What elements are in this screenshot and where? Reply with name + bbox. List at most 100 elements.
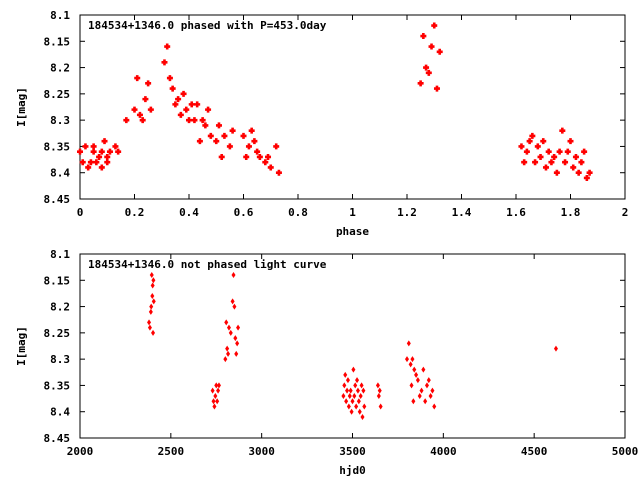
data-point [213, 138, 220, 145]
data-point [551, 153, 558, 160]
data-point [426, 377, 431, 384]
x-tick-label: 3500 [339, 445, 366, 458]
data-point [564, 148, 571, 155]
data-point [523, 148, 530, 155]
data-point [224, 319, 229, 326]
data-point [350, 398, 355, 405]
chart-title: 184534+1346.0 not phased light curve [88, 258, 327, 271]
data-point [562, 159, 569, 166]
data-point [115, 148, 122, 155]
data-point [355, 377, 360, 384]
data-point [375, 382, 380, 389]
data-point [136, 111, 143, 118]
data-point [229, 127, 236, 134]
data-point [151, 329, 156, 336]
data-point [139, 117, 146, 124]
phased-light-curve-chart: 0 0.2 0.4 0.6 0.8 1 1.2 1.4 1.6 1.8 2 8.1 8.15 8.2 8.2… [15, 9, 628, 238]
data-point [106, 148, 113, 155]
data-point [134, 75, 141, 82]
data-point [82, 143, 89, 150]
data-point [214, 382, 219, 389]
x-tick-label: 5000 [612, 445, 639, 458]
x-tick-label: 0.2 [125, 206, 145, 219]
data-point [578, 159, 585, 166]
y-tick-label: 8.1 [50, 9, 70, 22]
data-point [415, 377, 420, 384]
data-point [150, 282, 155, 289]
data-point [345, 387, 350, 394]
x-tick-label: 0.4 [179, 206, 199, 219]
data-point [104, 159, 111, 166]
data-point [90, 148, 97, 155]
data-point [570, 164, 577, 171]
x-tick-label: 3000 [248, 445, 275, 458]
data-point [586, 169, 593, 176]
data-point [169, 85, 176, 92]
data-point [183, 106, 190, 113]
data-point [85, 164, 92, 171]
data-point [424, 382, 429, 389]
data-point [215, 122, 222, 129]
y-tick-label: 8.2 [50, 62, 70, 75]
data-point [436, 48, 443, 55]
data-point [262, 159, 269, 166]
data-point [353, 382, 358, 389]
data-point [231, 272, 236, 279]
data-point [150, 293, 155, 300]
data-point [191, 117, 198, 124]
unphased-light-curve-chart: 2000 2500 3000 3500 4000 4500 5000 8.1 8.15 8.2 8.… [15, 248, 638, 477]
data-point [559, 127, 566, 134]
data-point [411, 398, 416, 405]
data-point [223, 356, 228, 363]
data-point [96, 153, 103, 160]
data-point [556, 148, 563, 155]
y-tick-label: 8.45 [44, 193, 71, 206]
data-point [236, 324, 241, 331]
data-point [151, 298, 156, 305]
data-point [142, 96, 149, 103]
data-point [164, 43, 171, 50]
data-point [213, 392, 218, 399]
data-point [406, 340, 411, 347]
data-point [218, 153, 225, 160]
data-point [423, 398, 428, 405]
data-point [148, 308, 153, 315]
data-point [243, 153, 250, 160]
data-point [228, 329, 233, 336]
data-point [90, 143, 97, 150]
data-point [147, 106, 154, 113]
data-point [101, 138, 108, 145]
data-point [377, 387, 382, 394]
data-point [77, 148, 83, 155]
data-point [433, 85, 440, 92]
data-point [225, 345, 230, 352]
data-point [342, 382, 347, 389]
data-point [188, 101, 195, 108]
data-point [240, 132, 247, 139]
x-tick-label: 0.6 [234, 206, 254, 219]
data-point [518, 143, 525, 150]
data-point [131, 106, 138, 113]
data-point [572, 153, 579, 160]
data-point [408, 361, 413, 368]
data-point [376, 392, 381, 399]
data-point [186, 117, 192, 124]
data-point [215, 398, 220, 405]
data-point [212, 403, 217, 410]
data-point [346, 403, 351, 410]
data-point [226, 324, 231, 331]
data-point [149, 303, 154, 310]
data-point [359, 382, 364, 389]
data-point [412, 366, 417, 373]
data-point [87, 159, 94, 166]
data-point [275, 169, 282, 176]
data-point [149, 272, 154, 279]
data-point [199, 117, 206, 124]
data-point [432, 403, 437, 410]
y-tick-label: 8.3 [50, 114, 70, 127]
data-point [254, 148, 261, 155]
data-point [423, 64, 430, 71]
data-point [361, 387, 366, 394]
data-point [145, 80, 152, 87]
data-point [166, 75, 173, 82]
